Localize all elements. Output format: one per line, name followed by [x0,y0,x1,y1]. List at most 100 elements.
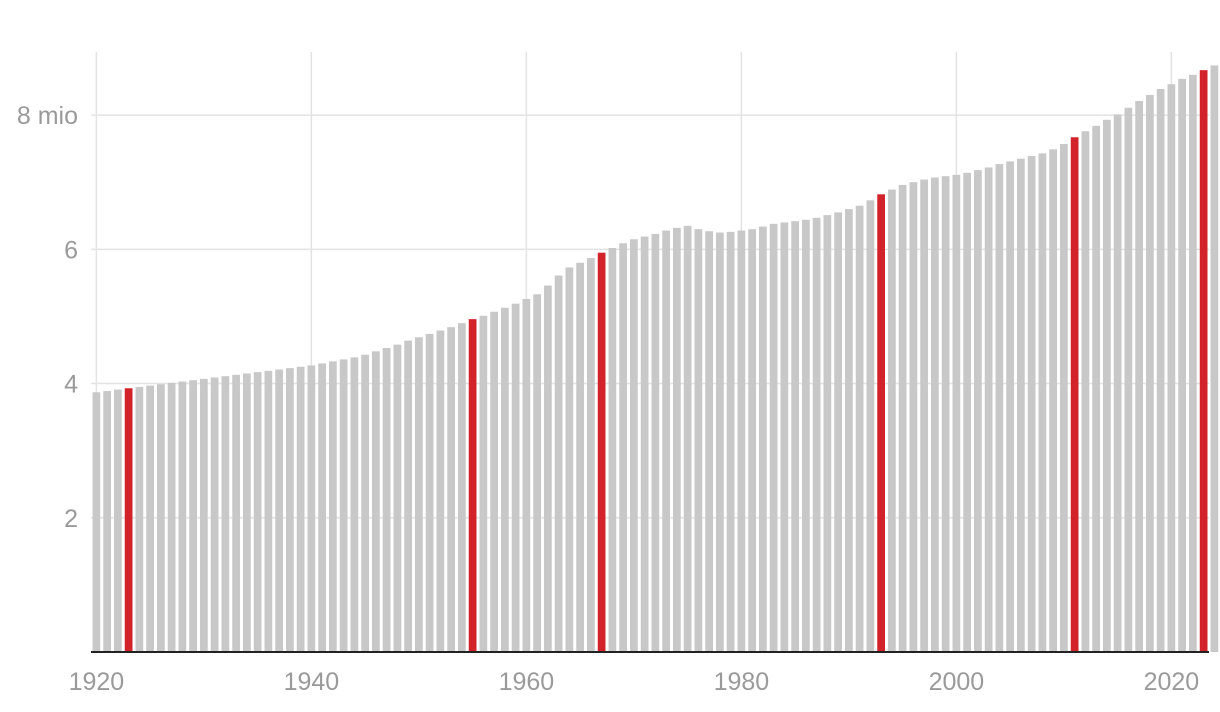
bar-1999 [941,176,950,652]
bar-1942 [329,361,337,652]
bar-1969 [619,243,627,653]
bar-1971 [640,236,649,652]
bar-1997 [920,179,928,653]
bar-1954 [458,323,466,652]
bar-1966 [587,258,595,652]
bar-2018 [1146,94,1154,653]
bar-1959 [511,303,520,652]
bar-1990 [845,209,853,652]
bar-2001 [963,172,971,652]
bar-2016 [1124,107,1133,653]
bar-1948 [393,344,402,652]
bar-series [92,65,1219,653]
bar-1921 [103,390,111,652]
bar-1983 [769,223,778,652]
y-tick-label-6: 6 [64,236,78,264]
x-tick-label-2000: 2000 [929,668,985,696]
bar-2010 [1060,143,1068,652]
bar-1977 [705,231,713,652]
bar-1938 [286,368,294,652]
bar-1962 [544,285,552,652]
bar-1939 [296,366,305,652]
highlight-bar-1993 [877,194,885,653]
x-tick-label-2020: 2020 [1144,668,1200,696]
bar-1968 [608,247,617,653]
bar-1998 [931,177,939,652]
bar-1982 [759,226,767,652]
bar-1980 [737,230,746,653]
bar-1937 [275,369,283,652]
bar-1991 [855,205,864,652]
bar-2017 [1135,101,1143,652]
bar-2007 [1027,156,1036,653]
bar-1960 [522,299,531,652]
bar-1986 [802,219,810,653]
bar-1995 [898,184,907,652]
bar-2014 [1103,119,1111,652]
x-tick-label-1980: 1980 [714,668,770,696]
bar-1928 [178,381,187,652]
bar-1926 [157,384,165,652]
highlight-bar-1955 [468,319,477,652]
bar-1931 [210,377,219,652]
bar-1950 [415,337,423,652]
bar-1956 [479,315,488,652]
highlight-bar-1967 [597,252,606,652]
bar-1958 [501,307,509,652]
y-tick-label-4: 4 [64,371,78,399]
bar-2020 [1167,84,1176,653]
x-tick-label-1960: 1960 [499,668,555,696]
bar-1934 [243,373,251,652]
bar-2013 [1092,125,1100,653]
bar-2012 [1081,131,1090,653]
bar-1925 [146,385,154,652]
bar-1922 [114,389,122,652]
bar-1961 [533,294,541,652]
bar-1989 [834,212,842,653]
bar-2003 [984,167,993,652]
bar-1996 [909,182,918,652]
bar-1975 [683,225,692,652]
bar-1920 [92,392,101,652]
highlight-bar-2011 [1070,137,1079,652]
bar-1992 [866,200,875,652]
bar-2022 [1189,74,1197,653]
bar-1985 [791,221,799,652]
bar-2002 [974,170,982,652]
bar-1941 [318,363,326,652]
bar-1944 [350,357,359,652]
bar-2021 [1178,78,1186,653]
bar-1981 [748,229,756,652]
bar-1946 [372,351,380,652]
bar-1957 [490,311,498,652]
x-tick-label-1940: 1940 [284,668,340,696]
bar-2006 [1017,158,1025,653]
bar-1932 [221,376,230,652]
bar-1972 [651,233,660,652]
bar-1978 [716,232,724,652]
bar-1947 [382,347,391,652]
bar-1929 [189,380,197,652]
bar-1924 [135,386,144,652]
bar-1994 [888,189,896,652]
bar-1979 [726,231,735,652]
bar-1964 [565,267,574,652]
highlight-bar-2023 [1199,70,1208,652]
bar-1963 [554,275,563,652]
y-axis-tick-labels: 2 4 6 8 mio [17,102,78,533]
bar-2024 [1210,65,1219,652]
bar-1976 [694,229,703,652]
bar-1952 [436,330,445,652]
bar-1984 [780,222,789,653]
bar-1953 [447,327,455,652]
bar-1988 [823,215,832,653]
bar-1927 [167,382,176,652]
bar-2004 [995,164,1004,652]
bar-1943 [339,359,348,652]
bar-1949 [404,340,412,652]
x-tick-label-1920: 1920 [69,668,125,696]
bar-1930 [200,378,208,652]
bar-1974 [673,227,681,653]
y-tick-label-2: 2 [64,505,78,533]
